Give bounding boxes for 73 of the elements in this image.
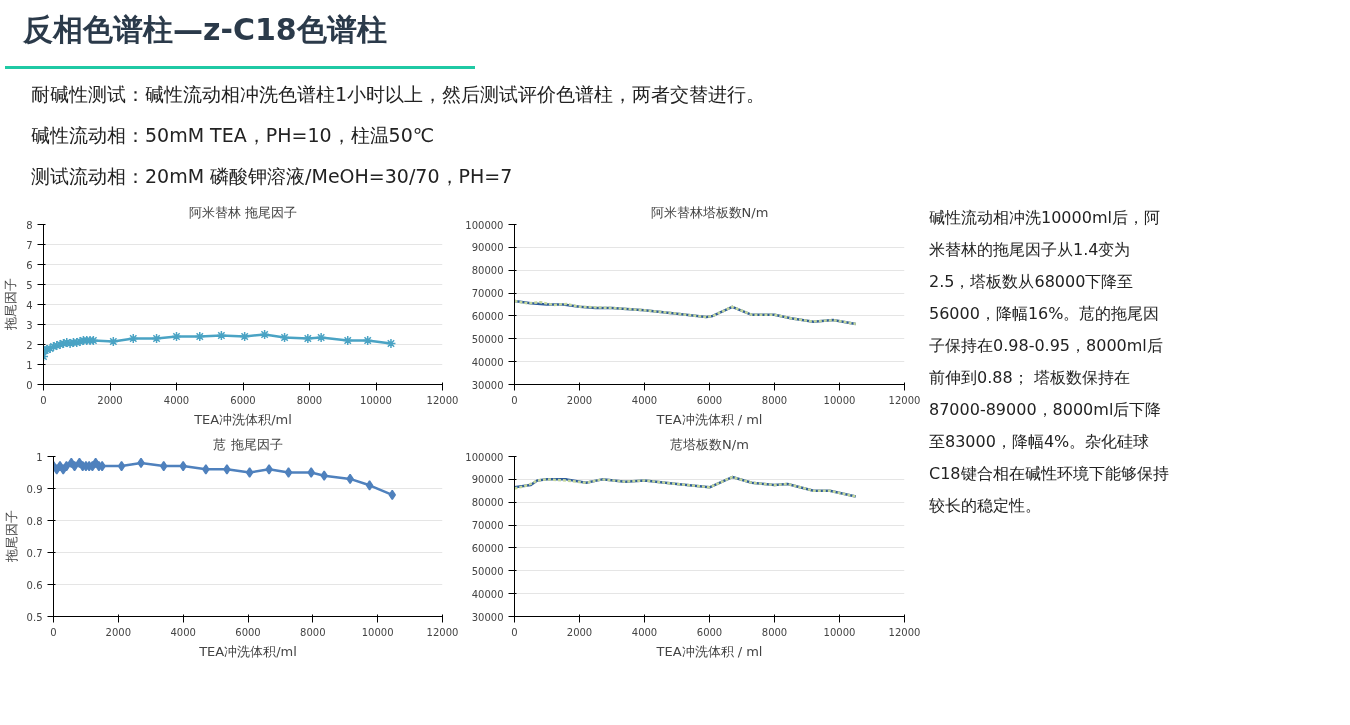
- text: 测试流动相：20mM 磷酸钾溶液/MeOH=30/70，PH=7: [30, 164, 514, 190]
- y-tick-label: 30000: [471, 379, 504, 391]
- y-tick-label: 80000: [471, 265, 504, 277]
- y-tick-label: 60000: [471, 543, 504, 555]
- x-tick-label: 4000: [631, 394, 658, 406]
- x-tick-label: 12000: [888, 394, 921, 406]
- y-tick-label: 3: [26, 319, 33, 331]
- y-tick-label: 70000: [471, 288, 504, 300]
- y-tick-label: 50000: [471, 566, 504, 578]
- y-tick-label: 0.8: [26, 515, 43, 527]
- y-tick-label: 30000: [471, 611, 504, 623]
- y-tick-label: 1: [36, 451, 43, 463]
- x-tick-label: 8000: [300, 626, 326, 638]
- x-tick-label: 2000: [105, 626, 132, 638]
- x-axis-title: TEA冲洗体积/ml: [193, 411, 292, 427]
- y-tick-label: 50000: [471, 334, 504, 346]
- x-tick-label: 8000: [761, 394, 788, 406]
- x-tick-label: 6000: [230, 394, 256, 406]
- y-tick-label: 0.9: [26, 483, 43, 495]
- x-axis-title: TEA冲洗体积/ml: [198, 643, 297, 659]
- x-tick-label: 12000: [888, 626, 921, 638]
- y-tick-label: 2: [26, 339, 33, 351]
- y-tick-label: 0: [26, 379, 33, 391]
- y-axis-title: 拖尾因子: [3, 278, 19, 332]
- y-tick-label: 90000: [471, 474, 504, 486]
- text: 碱性流动相冲洗10000ml后，阿米替林的拖尾因子从1.4变为2.5，塔板数从68000下降至56000，降幅16%。苊的拖尾因子保持在0.98-0.95，8000ml后前伸到0.88； 塔板数保持在87000-89000，8000ml后下降至83000，降幅4%。杂化硅球C18键合相在碱性环境下能够保持较长的稳定性。: [929, 208, 1169, 516]
- x-axis-title: TEA冲洗体积 / ml: [655, 643, 763, 659]
- x-tick-label: 2000: [566, 626, 593, 638]
- x-tick-label: 4000: [631, 626, 658, 638]
- y-tick-label: 100000: [465, 451, 504, 463]
- text: 反相色谱柱—z-C18色谱柱: [5, 5, 475, 69]
- y-tick-label: 1: [26, 359, 33, 371]
- x-tick-label: 2000: [566, 394, 593, 406]
- y-tick-label: 0.7: [26, 547, 43, 559]
- x-tick-label: 4000: [170, 626, 196, 638]
- y-tick-label: 0.6: [26, 579, 43, 591]
- y-tick-label: 90000: [471, 242, 504, 254]
- y-tick-label: 80000: [471, 497, 504, 509]
- x-tick-label: 8000: [761, 626, 788, 638]
- y-tick-label: 40000: [471, 588, 504, 600]
- x-tick-label: 0: [50, 626, 57, 638]
- x-tick-label: 8000: [296, 394, 323, 406]
- chart-title: 阿米替林 拖尾因子: [188, 204, 298, 220]
- x-tick-label: 6000: [696, 626, 723, 638]
- x-tick-label: 10000: [361, 626, 394, 638]
- x-tick-label: 12000: [426, 626, 459, 638]
- chart-title: 苊 拖尾因子: [213, 436, 283, 452]
- y-tick-label: 4: [26, 299, 33, 311]
- y-tick-label: 40000: [471, 356, 504, 368]
- y-tick-label: 5: [26, 279, 33, 291]
- y-tick-label: 60000: [471, 311, 504, 323]
- x-tick-label: 4000: [163, 394, 190, 406]
- x-tick-label: 6000: [235, 626, 261, 638]
- x-tick-label: 0: [511, 626, 518, 638]
- text: 碱性流动相：50mM TEA，PH=10，柱温50℃: [30, 123, 436, 148]
- y-tick-label: 0.5: [26, 611, 43, 623]
- chart-title: 阿米替林塔板数N/m: [650, 204, 769, 220]
- chart-title: 苊塔板数N/m: [670, 436, 749, 452]
- x-tick-label: 10000: [360, 394, 392, 406]
- x-tick-label: 2000: [97, 394, 123, 406]
- y-tick-label: 6: [26, 259, 33, 271]
- x-tick-label: 12000: [426, 394, 459, 406]
- y-tick-label: 100000: [465, 219, 504, 231]
- y-tick-label: 7: [26, 239, 33, 251]
- text: 耐碱性测试：碱性流动相冲洗色谱柱1小时以上，然后测试评价色谱柱，两者交替进行。: [30, 81, 767, 107]
- x-tick-label: 0: [511, 394, 518, 406]
- y-axis-title: 拖尾因子: [3, 510, 19, 564]
- y-tick-label: 8: [26, 219, 33, 231]
- x-tick-label: 6000: [696, 394, 723, 406]
- y-tick-label: 70000: [471, 520, 504, 532]
- x-tick-label: 10000: [823, 394, 856, 406]
- x-tick-label: 10000: [823, 626, 856, 638]
- x-axis-title: TEA冲洗体积 / ml: [655, 411, 763, 427]
